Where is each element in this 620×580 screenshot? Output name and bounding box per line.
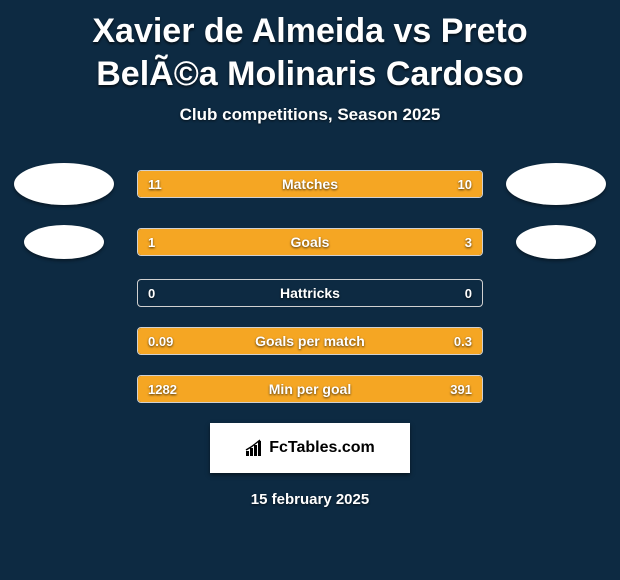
stat-bar: 1110Matches [137, 170, 483, 198]
player-right-avatar [516, 225, 596, 259]
page-title: Xavier de Almeida vs Preto BelÃ©a Molina… [0, 0, 620, 95]
stat-bar: 13Goals [137, 228, 483, 256]
stat-row: 1110Matches [0, 163, 620, 205]
stat-row: 1282391Min per goal [0, 375, 620, 403]
stat-label: Matches [138, 171, 482, 197]
stat-label: Goals [138, 229, 482, 255]
stat-bar: 00Hattricks [137, 279, 483, 307]
stat-row: 00Hattricks [0, 279, 620, 307]
stat-label: Min per goal [138, 376, 482, 402]
player-right-avatar [506, 163, 606, 205]
comparison-card: Xavier de Almeida vs Preto BelÃ©a Molina… [0, 0, 620, 580]
left-avatar-slot [9, 225, 119, 259]
stat-label: Goals per match [138, 328, 482, 354]
stat-bar: 1282391Min per goal [137, 375, 483, 403]
stat-row: 0.090.3Goals per match [0, 327, 620, 355]
stat-label: Hattricks [138, 280, 482, 306]
logo-badge: FcTables.com [210, 423, 410, 473]
right-avatar-slot [501, 225, 611, 259]
stat-row: 13Goals [0, 225, 620, 259]
stat-bar: 0.090.3Goals per match [137, 327, 483, 355]
bar-chart-icon [245, 439, 265, 457]
subtitle: Club competitions, Season 2025 [0, 105, 620, 125]
logo-text: FcTables.com [269, 439, 375, 457]
stat-rows: 1110Matches 13Goals 00Hattricks 0.090.3Goal… [0, 163, 620, 403]
player-left-avatar [14, 163, 114, 205]
player-left-avatar [24, 225, 104, 259]
left-avatar-slot [9, 163, 119, 205]
right-avatar-slot [501, 163, 611, 205]
logo-inner: FcTables.com [245, 439, 375, 457]
date-text: 15 february 2025 [0, 491, 620, 508]
